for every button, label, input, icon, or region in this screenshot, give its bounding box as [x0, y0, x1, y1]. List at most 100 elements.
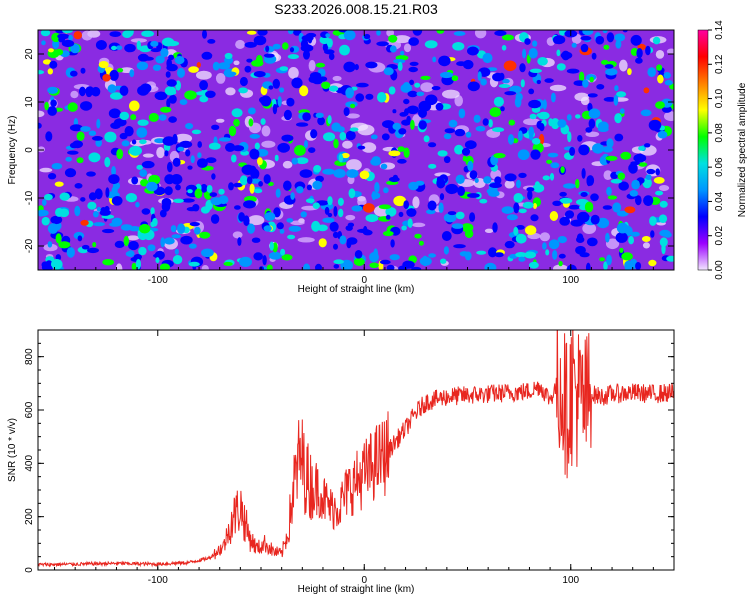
heatmap-cell	[166, 79, 177, 87]
heatmap-cell	[392, 109, 397, 114]
heatmap-cell	[406, 115, 411, 123]
heatmap-cell	[506, 214, 518, 221]
heatmap-cell	[401, 225, 407, 231]
heatmap-cell	[520, 79, 525, 88]
heatmap-cell	[131, 176, 139, 185]
heatmap-cell	[88, 152, 101, 163]
heatmap-cell	[136, 61, 149, 71]
heatmap-cell	[249, 183, 255, 194]
heatmap-cell	[96, 118, 101, 129]
heatmap-cell	[589, 76, 594, 83]
heatmap-cell	[530, 149, 541, 160]
heatmap-cell	[253, 71, 266, 78]
heatmap-cell	[408, 37, 420, 46]
heatmap-cell	[128, 240, 139, 251]
heatmap-cell	[551, 92, 556, 103]
heatmap-cell	[542, 175, 550, 181]
heatmap-cell	[442, 231, 451, 241]
heatmap-cell	[322, 217, 335, 223]
heatmap-cell	[437, 150, 448, 157]
heatmap-cell	[362, 203, 375, 213]
heatmap-cell	[50, 99, 57, 107]
heatmap-cell	[332, 231, 339, 239]
heatmap-cell	[249, 133, 260, 139]
heatmap-cell	[474, 178, 479, 183]
heatmap-cell	[177, 223, 186, 234]
heatmap-cell	[602, 205, 613, 210]
heatmap-cell	[135, 258, 141, 270]
heatmap-cell	[451, 75, 459, 82]
heatmap-cell	[92, 242, 97, 248]
heatmap-cell	[200, 183, 208, 193]
heatmap-cell	[167, 161, 173, 173]
heatmap-cell	[635, 57, 643, 64]
heatmap-cell	[164, 150, 169, 157]
heatmap-cell	[291, 77, 303, 89]
heatmap-cell	[115, 45, 123, 50]
heatmap-cell	[455, 174, 465, 184]
heatmap-cell	[559, 216, 571, 226]
heatmap-cell	[613, 94, 619, 106]
heatmap-cell	[228, 125, 237, 137]
heatmap-cell	[80, 197, 86, 202]
heatmap-cell	[279, 66, 289, 71]
heatmap-cell	[416, 91, 425, 97]
heatmap-cell	[206, 185, 213, 193]
heatmap-cell	[188, 66, 199, 73]
heatmap-cell	[239, 256, 252, 267]
heatmap-cell	[188, 261, 200, 267]
heatmap-cell	[585, 131, 600, 138]
heatmap-cell	[260, 95, 272, 107]
heatmap-cell	[269, 241, 274, 251]
heatmap-cell	[159, 209, 167, 218]
heatmap-cell	[464, 140, 477, 150]
heatmap-cell	[296, 186, 304, 194]
heatmap-cell	[419, 256, 432, 266]
heatmap-cell	[454, 95, 463, 107]
heatmap-cell	[194, 226, 201, 235]
heatmap-cell	[289, 47, 295, 53]
heatmap-cell	[250, 178, 261, 184]
heatmap-cell	[445, 183, 459, 195]
heatmap-cell	[381, 133, 390, 141]
heatmap-cell	[461, 147, 471, 156]
heatmap-cell	[218, 188, 225, 195]
heatmap-cell	[244, 41, 257, 48]
heatmap-cell	[616, 91, 627, 98]
heatmap-cell	[533, 203, 537, 209]
heatmap-cell	[624, 206, 636, 214]
heatmap-cell	[76, 157, 84, 164]
colorbar-tick-label: 0.04	[714, 191, 725, 211]
heatmap-cell	[631, 179, 640, 190]
heatmap-cell	[98, 61, 109, 69]
heatmap-cell	[225, 87, 236, 96]
heatmap-cell	[525, 225, 537, 236]
heatmap-cell	[175, 184, 181, 191]
heatmap-cell	[160, 106, 172, 113]
heatmap-cell	[102, 259, 115, 266]
heatmap-cell	[659, 237, 668, 247]
heatmap-cell	[282, 160, 293, 169]
heatmap-cell	[318, 238, 327, 248]
heatmap-cell	[388, 86, 396, 95]
heatmap-cell	[254, 142, 260, 150]
heatmap-cell	[585, 127, 593, 133]
heatmap-cell	[232, 231, 243, 239]
heatmap-cell	[70, 43, 80, 54]
heatmap-cell	[238, 212, 246, 222]
heatmap-cell	[272, 78, 280, 89]
heatmap-cell	[275, 188, 281, 198]
heatmap-cell	[196, 62, 201, 68]
heatmap-cell	[311, 220, 321, 232]
heatmap-cell	[162, 37, 175, 47]
heatmap-cell	[582, 223, 597, 234]
heatmap-cell	[656, 64, 663, 71]
heatmap-cell	[443, 213, 457, 223]
heatmap-cell	[164, 86, 176, 96]
heatmap-cell	[115, 263, 123, 270]
colorbar-tick-label: 0.14	[714, 20, 725, 40]
heatmap-cell	[328, 85, 339, 92]
heatmap-cell	[38, 209, 49, 217]
heatmap-cell	[420, 75, 431, 80]
